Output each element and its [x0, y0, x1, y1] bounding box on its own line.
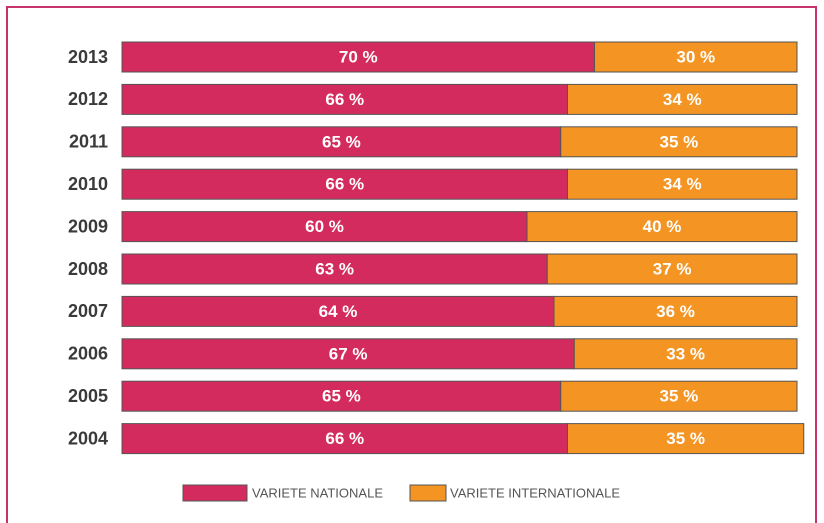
data-label: 35 % [666, 429, 705, 448]
data-label: 34 % [663, 90, 702, 109]
data-label: 64 % [319, 302, 358, 321]
y-tick-label: 2005 [68, 386, 108, 406]
bar-segment [121, 253, 548, 285]
y-tick-label: 2013 [68, 47, 108, 67]
data-label: 66 % [325, 429, 364, 448]
bar-segment [553, 295, 798, 327]
y-tick-label: 2007 [68, 301, 108, 321]
y-tick-label: 2012 [68, 89, 108, 109]
y-tick-label: 2004 [68, 428, 108, 448]
y-tick-label: 2009 [68, 216, 108, 236]
data-label: 60 % [305, 217, 344, 236]
bar-segment [573, 338, 798, 370]
bar-segment [560, 126, 798, 158]
data-label: 66 % [325, 175, 364, 194]
data-label: 35 % [660, 387, 699, 406]
legend-label: VARIETE INTERNATIONALE [450, 485, 620, 500]
data-label: 35 % [660, 132, 699, 151]
data-label: 36 % [656, 302, 695, 321]
bar-segment [121, 295, 555, 327]
data-label: 34 % [663, 175, 702, 194]
frame [6, 6, 817, 523]
y-tick-label: 2010 [68, 174, 108, 194]
bar-segment [121, 423, 568, 455]
data-label: 65 % [322, 132, 361, 151]
y-tick-label: 2006 [68, 344, 108, 364]
bar-segment [567, 168, 798, 200]
data-label: 63 % [315, 259, 354, 278]
bar-segment [594, 41, 798, 73]
bar-segment [546, 253, 798, 285]
bar-segment [121, 338, 575, 370]
y-tick-label: 2011 [69, 132, 108, 152]
data-label: 67 % [329, 344, 368, 363]
bar-segment [121, 380, 562, 412]
legend-label: VARIETE NATIONALE [252, 485, 383, 500]
data-label: 65 % [322, 387, 361, 406]
data-label: 40 % [643, 217, 682, 236]
bar-segment [560, 380, 798, 412]
data-label: 37 % [653, 259, 692, 278]
data-label: 66 % [325, 90, 364, 109]
data-label: 70 % [339, 47, 378, 66]
bar-segment [567, 83, 798, 115]
legend-swatch [409, 484, 447, 502]
y-tick-label: 2008 [68, 259, 108, 279]
data-label: 33 % [666, 344, 705, 363]
data-label: 30 % [676, 47, 715, 66]
bar-segment [121, 83, 568, 115]
bar-segment [567, 423, 805, 455]
bar-segment [526, 211, 798, 243]
bar-segment [121, 211, 528, 243]
legend-swatch [182, 484, 248, 502]
